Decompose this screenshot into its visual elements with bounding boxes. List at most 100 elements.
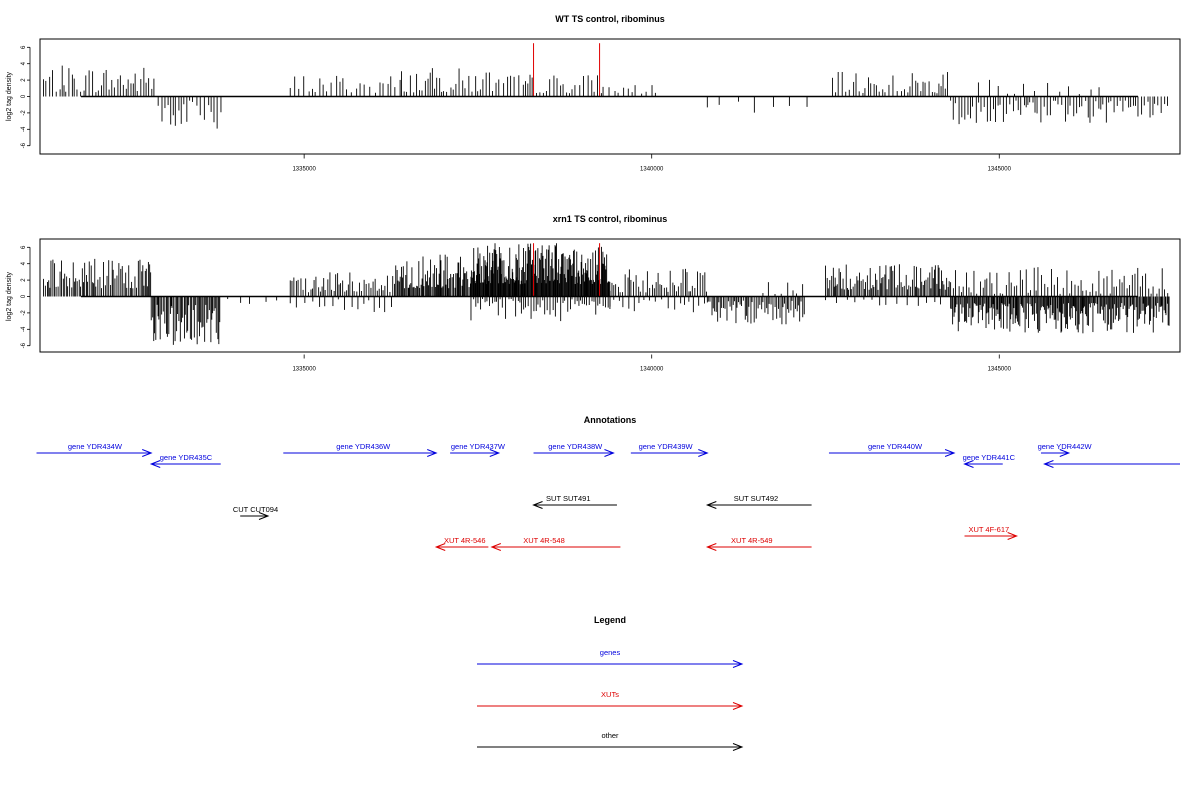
y-tick-label: -6 <box>21 342 27 348</box>
panel-title: xrn1 TS control, ribominus <box>553 214 668 224</box>
feature-label: XUT 4R-548 <box>523 536 565 545</box>
y-tick-label: -4 <box>21 326 27 332</box>
feature-label: gene YDR438W <box>548 442 603 451</box>
annotation-feature: gene YDR442W <box>1038 442 1093 457</box>
annotation-feature: XUT 4R-549 <box>705 536 812 551</box>
y-tick-label: 6 <box>21 45 27 49</box>
feature-label: XUT 4R-549 <box>731 536 773 545</box>
arrowhead <box>1007 532 1019 540</box>
arrowhead <box>434 543 446 551</box>
feature-label: gene YDR437W <box>451 442 506 451</box>
panel-xrn1: xrn1 TS control, ribominus log2 tag dens… <box>6 214 1181 373</box>
arrowhead <box>427 449 438 457</box>
x-axis: 1335000 1340000 1345000 <box>292 154 1012 173</box>
plot-frame <box>39 238 1181 353</box>
x-tick-label: 1340000 <box>640 167 664 173</box>
density-bars <box>43 243 1170 345</box>
y-tick-label: 0 <box>21 294 27 298</box>
feature-label: gene YDR440W <box>868 442 923 451</box>
panel-title: WT TS control, ribominus <box>555 14 665 24</box>
annotation-feature: gene YDR434W <box>36 442 153 457</box>
annotation-feature: XUT 4F-617 <box>964 525 1019 540</box>
highlight-lines <box>533 43 601 97</box>
arrowhead <box>944 449 956 457</box>
annotation-feature: gene YDR435C <box>149 453 221 468</box>
legend-title: Legend <box>594 615 626 625</box>
arrowhead <box>1043 460 1054 468</box>
legend-item: other <box>477 731 744 751</box>
feature-label: gene YDR439W <box>639 442 694 451</box>
y-tick-label: -2 <box>21 110 27 116</box>
legend-label: other <box>601 731 619 740</box>
arrowhead <box>489 449 501 457</box>
annotation-feature: SUT SUT491 <box>532 494 617 509</box>
legend-item: XUTs <box>477 690 744 710</box>
legend-item: genes <box>477 648 744 668</box>
legend-arrowhead <box>732 660 744 668</box>
feature-label: gene YDR436W <box>336 442 391 451</box>
annotations-title: Annotations <box>584 415 637 425</box>
legend-items: genes XUTs other <box>477 648 744 751</box>
y-tick-label: 2 <box>21 78 27 82</box>
y-tick-label: 0 <box>21 94 27 98</box>
annotation-feature: SUT SUT492 <box>705 494 812 509</box>
feature-label: XUT 4F-617 <box>968 525 1009 534</box>
annotation-feature: gene YDR437W <box>450 442 506 457</box>
annotation-feature: gene YDR436W <box>283 442 438 457</box>
y-tick-label: -2 <box>21 310 27 316</box>
annotation-feature: gene YDR438W <box>533 442 615 457</box>
feature-label: SUT SUT491 <box>546 494 590 503</box>
arrowhead <box>258 512 270 520</box>
annotation-feature: gene YDR441C <box>963 453 1016 468</box>
arrowhead <box>142 449 153 457</box>
y-tick-label: 4 <box>21 61 27 65</box>
legend-arrowhead <box>732 743 744 751</box>
annotation-feature: CUT CUT094 <box>233 505 278 520</box>
arrowhead <box>963 460 974 468</box>
feature-label: gene YDR441C <box>963 453 1016 462</box>
annotation-feature: XUT 4R-548 <box>490 536 621 551</box>
arrowhead <box>1059 449 1071 457</box>
annotation-feature <box>1043 460 1180 468</box>
x-tick-label: 1340000 <box>640 367 664 373</box>
density-bars <box>43 65 1168 129</box>
y-tick-label: 2 <box>21 278 27 282</box>
annotation-feature: gene YDR439W <box>630 442 709 457</box>
legend-arrowhead <box>732 702 744 710</box>
arrowhead <box>705 501 717 509</box>
feature-label: gene YDR442W <box>1038 442 1093 451</box>
panel-wt: WT TS control, ribominus log2 tag densit… <box>6 14 1181 173</box>
x-tick-label: 1345000 <box>988 167 1012 173</box>
legend-label: XUTs <box>601 690 619 699</box>
highlight-lines <box>533 243 601 297</box>
arrowhead <box>490 543 502 551</box>
y-axis: 6 4 2 0 -2 -4 -6 <box>21 45 31 148</box>
feature-label: gene YDR435C <box>160 453 213 462</box>
y-axis-label: log2 tag density <box>6 71 13 121</box>
arrowhead <box>698 449 709 457</box>
y-tick-label: 4 <box>21 261 27 265</box>
feature-label: SUT SUT492 <box>734 494 778 503</box>
feature-label: XUT 4R-546 <box>444 536 486 545</box>
arrowhead <box>705 543 717 551</box>
x-tick-label: 1345000 <box>988 367 1012 373</box>
x-tick-label: 1335000 <box>292 367 316 373</box>
arrowhead <box>532 501 543 509</box>
arrowhead <box>149 460 161 468</box>
feature-label: CUT CUT094 <box>233 505 278 514</box>
plot-frame <box>39 38 1181 155</box>
legend: Legend genes XUTs other <box>477 615 744 751</box>
feature-label: gene YDR434W <box>68 442 123 451</box>
annotation-features: gene YDR434W gene YDR435C gene YDR436W gene… <box>36 442 1180 551</box>
legend-label: genes <box>600 648 621 657</box>
arrowhead <box>604 449 615 457</box>
y-axis-label: log2 tag density <box>6 271 13 321</box>
annotation-feature: XUT 4R-546 <box>434 536 489 551</box>
y-tick-label: 6 <box>21 245 27 249</box>
y-tick-label: -6 <box>21 142 27 148</box>
x-axis: 1335000 1340000 1345000 <box>292 354 1012 373</box>
x-tick-label: 1335000 <box>292 167 316 173</box>
annotation-feature: gene YDR440W <box>828 442 956 457</box>
